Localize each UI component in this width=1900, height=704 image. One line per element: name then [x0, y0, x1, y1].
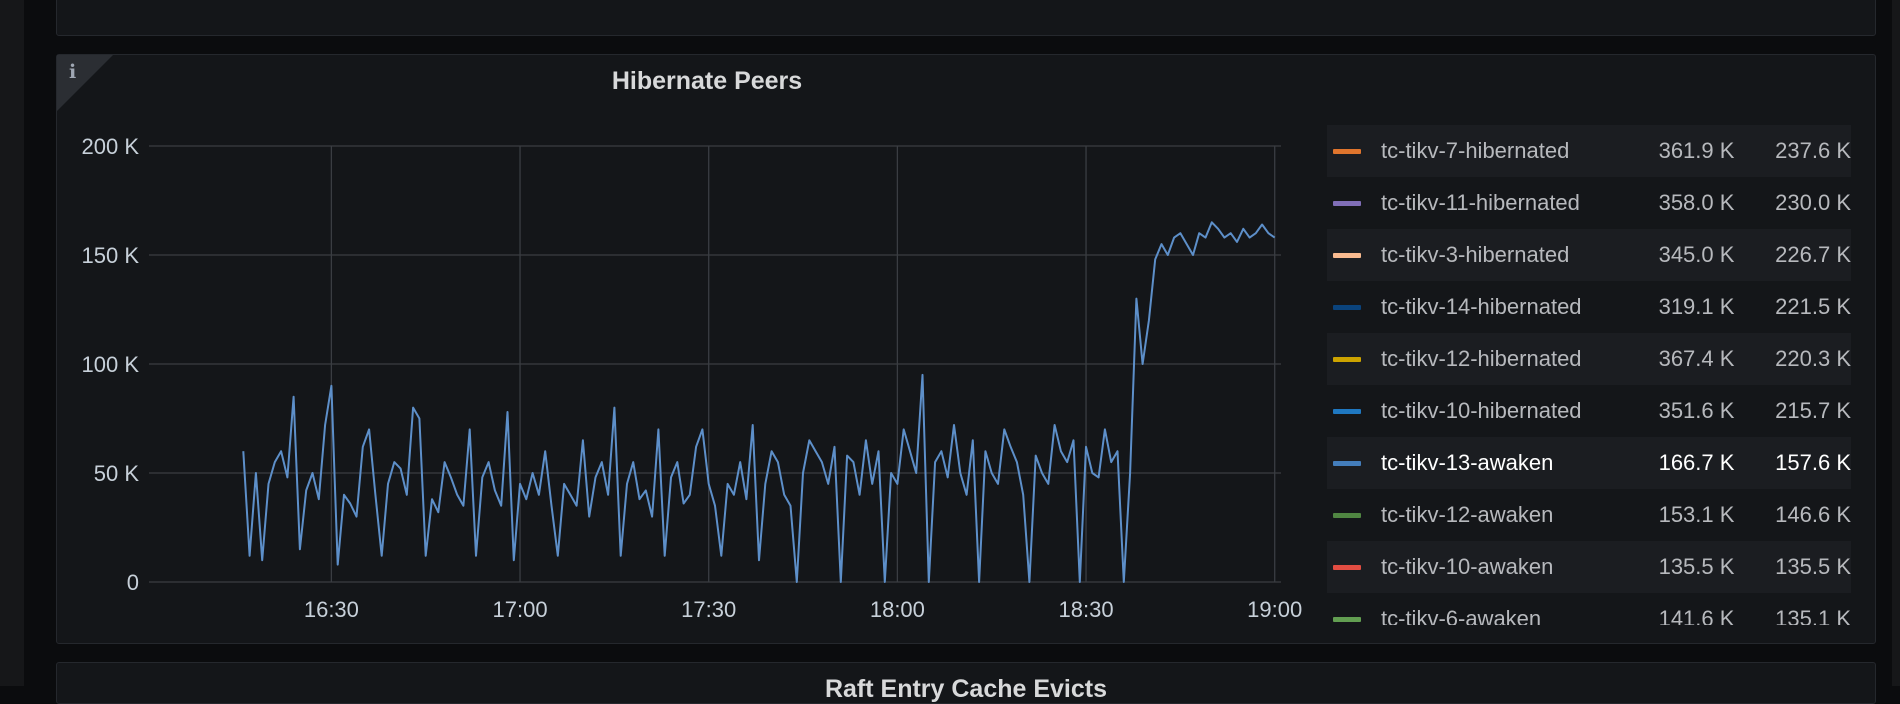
- legend-avg-value: 237.6 K: [1775, 138, 1851, 163]
- graph-area[interactable]: 0 50 K 100 K 150 K 200 K 16:30 17:00 17:30 18:00…: [57, 55, 1347, 643]
- legend-max-value: 135.5 K: [1658, 554, 1735, 579]
- legend-avg-value: 221.5 K: [1775, 294, 1851, 319]
- legend-avg-value: 215.7 K: [1775, 398, 1851, 423]
- y-tick-label: 150 K: [82, 243, 140, 268]
- legend-row[interactable]: tc-tikv-12-awaken 153.1 K 146.6 K: [1327, 489, 1851, 541]
- legend-color-swatch[interactable]: [1333, 616, 1361, 622]
- legend-row[interactable]: tc-tikv-13-awaken 166.7 K 157.6 K: [1327, 437, 1851, 489]
- legend-series-name[interactable]: tc-tikv-14-hibernated: [1381, 294, 1582, 319]
- legend-color-swatch[interactable]: [1333, 148, 1361, 154]
- x-tick-label: 16:30: [304, 597, 359, 622]
- legend-row[interactable]: tc-tikv-6-awaken 141.6 K 135.1 K: [1327, 593, 1851, 625]
- x-tick-label: 19:00: [1247, 597, 1302, 622]
- legend-max-value: 345.0 K: [1658, 242, 1735, 267]
- legend-series-name[interactable]: tc-tikv-10-awaken: [1381, 554, 1554, 579]
- legend-series-name[interactable]: tc-tikv-7-hibernated: [1381, 138, 1570, 163]
- legend-avg-value: 135.5 K: [1775, 554, 1851, 579]
- legend-color-swatch[interactable]: [1333, 356, 1361, 362]
- panel-title[interactable]: Hibernate Peers: [611, 67, 803, 95]
- legend-avg-value: 157.6 K: [1775, 450, 1851, 475]
- legend-series-name[interactable]: tc-tikv-3-hibernated: [1381, 242, 1570, 267]
- hibernate-peers-panel: i Hibernate Peers 0 50 K 100 K 150 K 200 K 16…: [56, 54, 1876, 644]
- legend-color-swatch[interactable]: [1333, 460, 1361, 466]
- scrollbar-track[interactable]: [1892, 0, 1900, 686]
- previous-panel: [56, 0, 1876, 36]
- legend-avg-value: 135.1 K: [1775, 606, 1851, 625]
- legend-color-swatch[interactable]: [1333, 252, 1361, 258]
- legend-row[interactable]: tc-tikv-10-awaken 135.5 K 135.5 K: [1327, 541, 1851, 593]
- left-gutter: [0, 0, 24, 686]
- legend-avg-value: 230.0 K: [1775, 190, 1851, 215]
- legend-max-value: 319.1 K: [1658, 294, 1735, 319]
- legend-row[interactable]: tc-tikv-3-hibernated 345.0 K 226.7 K: [1327, 229, 1851, 281]
- legend-row[interactable]: tc-tikv-14-hibernated 319.1 K 221.5 K: [1327, 281, 1851, 333]
- series-line[interactable]: [242, 221, 1276, 583]
- legend-series-name[interactable]: tc-tikv-12-awaken: [1381, 502, 1554, 527]
- x-tick-label: 18:00: [870, 597, 925, 622]
- legend-color-swatch[interactable]: [1333, 304, 1361, 310]
- legend-series-name[interactable]: tc-tikv-12-hibernated: [1381, 346, 1582, 371]
- y-tick-label: 200 K: [82, 134, 140, 159]
- y-tick-label: 0: [127, 570, 139, 595]
- legend-avg-value: 226.7 K: [1775, 242, 1851, 267]
- legend-avg-value: 220.3 K: [1775, 346, 1851, 371]
- legend-max-value: 141.6 K: [1658, 606, 1735, 625]
- panel-info-corner[interactable]: [57, 55, 113, 111]
- legend-color-swatch[interactable]: [1333, 512, 1361, 518]
- legend-series-name[interactable]: tc-tikv-6-awaken: [1381, 606, 1542, 625]
- next-panel: Raft Entry Cache Evicts: [56, 662, 1876, 704]
- x-tick-label: 18:30: [1059, 597, 1114, 622]
- legend-series-name[interactable]: tc-tikv-13-awaken: [1381, 450, 1554, 475]
- legend-series-name[interactable]: tc-tikv-11-hibernated: [1381, 190, 1580, 215]
- legend-row[interactable]: tc-tikv-10-hibernated 351.6 K 215.7 K: [1327, 385, 1851, 437]
- legend-max-value: 361.9 K: [1658, 138, 1735, 163]
- legend-max-value: 358.0 K: [1658, 190, 1735, 215]
- y-tick-label: 100 K: [82, 352, 140, 377]
- legend-color-swatch[interactable]: [1333, 200, 1361, 206]
- x-tick-label: 17:00: [493, 597, 548, 622]
- info-icon[interactable]: i: [69, 61, 77, 83]
- legend-max-value: 367.4 K: [1658, 346, 1735, 371]
- legend-avg-value: 146.6 K: [1775, 502, 1851, 527]
- legend-max-value: 166.7 K: [1658, 450, 1735, 475]
- legend-max-value: 351.6 K: [1658, 398, 1735, 423]
- next-panel-title[interactable]: Raft Entry Cache Evicts: [824, 675, 1108, 703]
- x-tick-label: 17:30: [681, 597, 736, 622]
- legend-color-swatch[interactable]: [1333, 408, 1361, 414]
- legend-row[interactable]: tc-tikv-12-hibernated 367.4 K 220.3 K: [1327, 333, 1851, 385]
- legend-row[interactable]: tc-tikv-7-hibernated 361.9 K 237.6 K: [1327, 125, 1851, 177]
- legend-row[interactable]: tc-tikv-11-hibernated 358.0 K 230.0 K: [1327, 177, 1851, 229]
- y-tick-label: 50 K: [94, 461, 140, 486]
- legend-max-value: 153.1 K: [1658, 502, 1735, 527]
- legend-series-name[interactable]: tc-tikv-10-hibernated: [1381, 398, 1582, 423]
- legend-color-swatch[interactable]: [1333, 564, 1361, 570]
